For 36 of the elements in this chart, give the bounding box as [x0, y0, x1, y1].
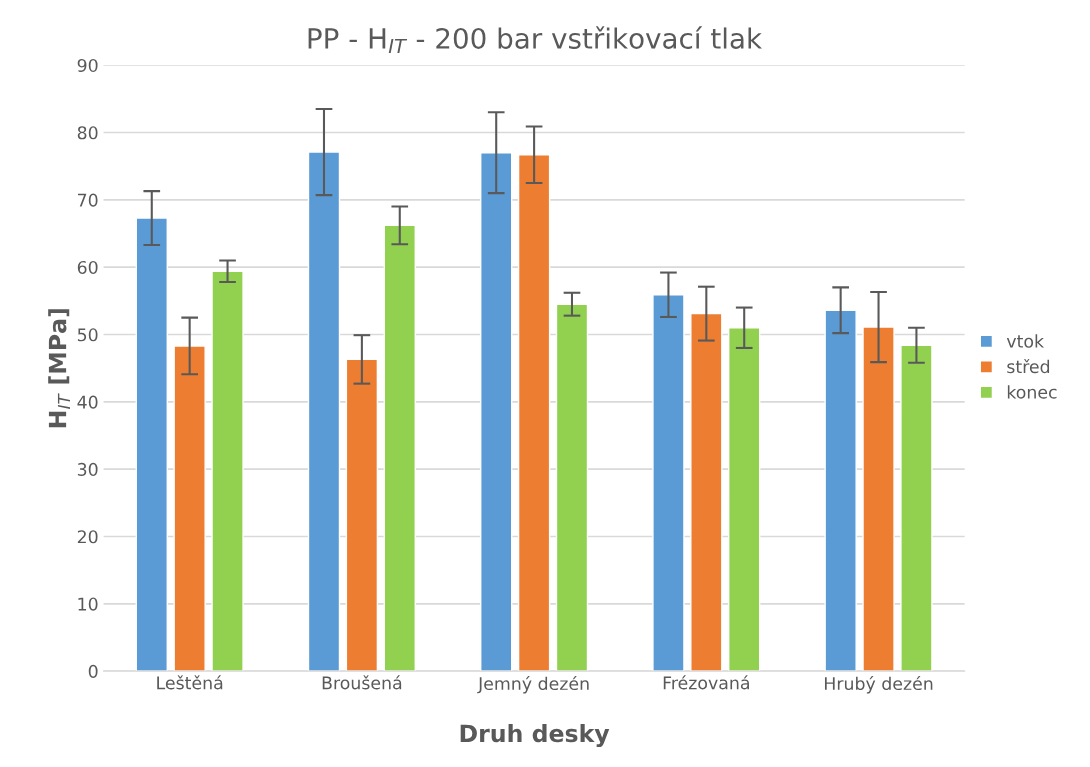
y-tick-label: 0 — [88, 664, 98, 678]
x-tick-label: Leštěná — [157, 675, 223, 690]
bar — [307, 151, 341, 672]
bar — [555, 303, 589, 672]
y-tick-label: 50 — [77, 328, 98, 342]
x-tick-label: Broušená — [322, 675, 402, 690]
y-tick-label: 90 — [77, 58, 98, 73]
bar — [480, 152, 513, 672]
x-tick-label: Hrubý dezén — [824, 675, 933, 694]
y-tick-label: 30 — [77, 462, 98, 476]
bar — [173, 345, 206, 672]
legend-label: konec — [1007, 385, 1057, 399]
x-tick-label: Frézovaná — [663, 675, 749, 690]
bar — [345, 358, 379, 672]
x-tick-label: Jemný dezén — [477, 675, 589, 694]
bar — [862, 326, 895, 672]
bar — [135, 217, 168, 672]
x-axis-title: Druh desky — [460, 724, 610, 748]
y-tick-label: 80 — [77, 126, 98, 140]
bar — [652, 294, 685, 672]
bar — [383, 224, 416, 672]
bar — [211, 270, 244, 672]
legend-label: vtok — [1006, 334, 1045, 348]
chart-title: PP - H$_{IT}$ - 200 bar vstřikovací tlak — [308, 26, 762, 54]
legend-label: střed — [1007, 359, 1050, 374]
bar — [690, 312, 723, 672]
bar — [517, 154, 551, 672]
y-tick-label: 20 — [77, 530, 98, 544]
bar — [900, 344, 933, 672]
y-tick-label: 60 — [77, 260, 98, 275]
y-tick-label: 70 — [78, 193, 98, 207]
bar — [824, 309, 857, 672]
y-tick-label: 40 — [77, 395, 98, 409]
y-axis-title: H$_{IT}$ [MPa] — [48, 309, 70, 428]
bar — [728, 327, 761, 672]
y-tick-label: 10 — [78, 597, 98, 611]
